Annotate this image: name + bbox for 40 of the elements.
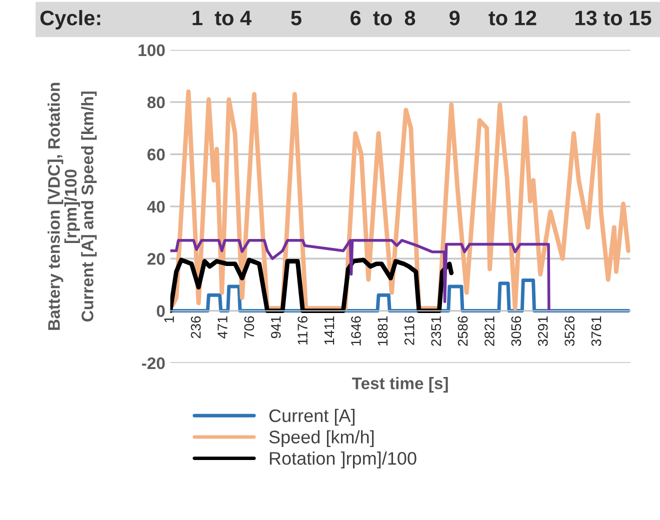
x-tick-label: 1646	[351, 316, 361, 346]
y-tick-label: 0	[156, 305, 165, 317]
text: 5	[291, 10, 302, 26]
y-tick-label: 20	[147, 253, 165, 265]
x-tick-label: 3056	[511, 316, 522, 346]
text: Cycle:	[40, 10, 100, 30]
text: 9	[450, 10, 460, 26]
x-tick-label: 2586	[458, 316, 468, 346]
line-series	[170, 258, 454, 314]
x-tick-label: 3291	[538, 316, 548, 346]
x-tick-label: 1	[164, 316, 174, 322]
y-axis-title: Battery tension [VDC], Rotation [rpm]/100 Current [A] and Speed [km/h]	[48, 82, 97, 330]
x-tick-label: 236	[190, 316, 201, 338]
x-tick-label: 1176	[298, 316, 308, 344]
line-series	[170, 238, 550, 312]
x-tick-label: 2116	[404, 316, 414, 345]
line-series	[170, 89, 630, 310]
legend-label: Rotation ]rpm]/100	[270, 452, 416, 468]
x-axis-title: Test time [s]	[352, 377, 448, 393]
legend-label: Current [A]	[269, 408, 354, 426]
text: 6 to 8	[350, 10, 416, 26]
x-tick-label: 3761	[591, 316, 602, 346]
x-tick-label: 2821	[484, 316, 494, 346]
y-tick-label: 40	[147, 200, 165, 213]
legend-label: Speed [km/h]	[269, 430, 374, 448]
y-tick-label: 60	[147, 148, 165, 160]
text: to 12	[488, 10, 536, 26]
y-tick-label: 100	[138, 44, 165, 56]
x-tick-label: 1881	[378, 316, 388, 346]
y-tick-label: -20	[142, 357, 165, 370]
x-tick-label: 1411	[324, 316, 334, 344]
x-tick-label: 2351	[431, 316, 441, 346]
x-tick-label: 706	[244, 316, 254, 338]
line-series	[170, 278, 630, 313]
x-tick-label: 471	[218, 316, 228, 338]
y-tick-label: 80	[147, 96, 165, 108]
x-tick-label: 941	[270, 316, 281, 338]
text: 13 to 15	[576, 10, 652, 26]
x-tick-label: 3526	[564, 316, 574, 346]
text: 1 to 4	[192, 10, 252, 26]
